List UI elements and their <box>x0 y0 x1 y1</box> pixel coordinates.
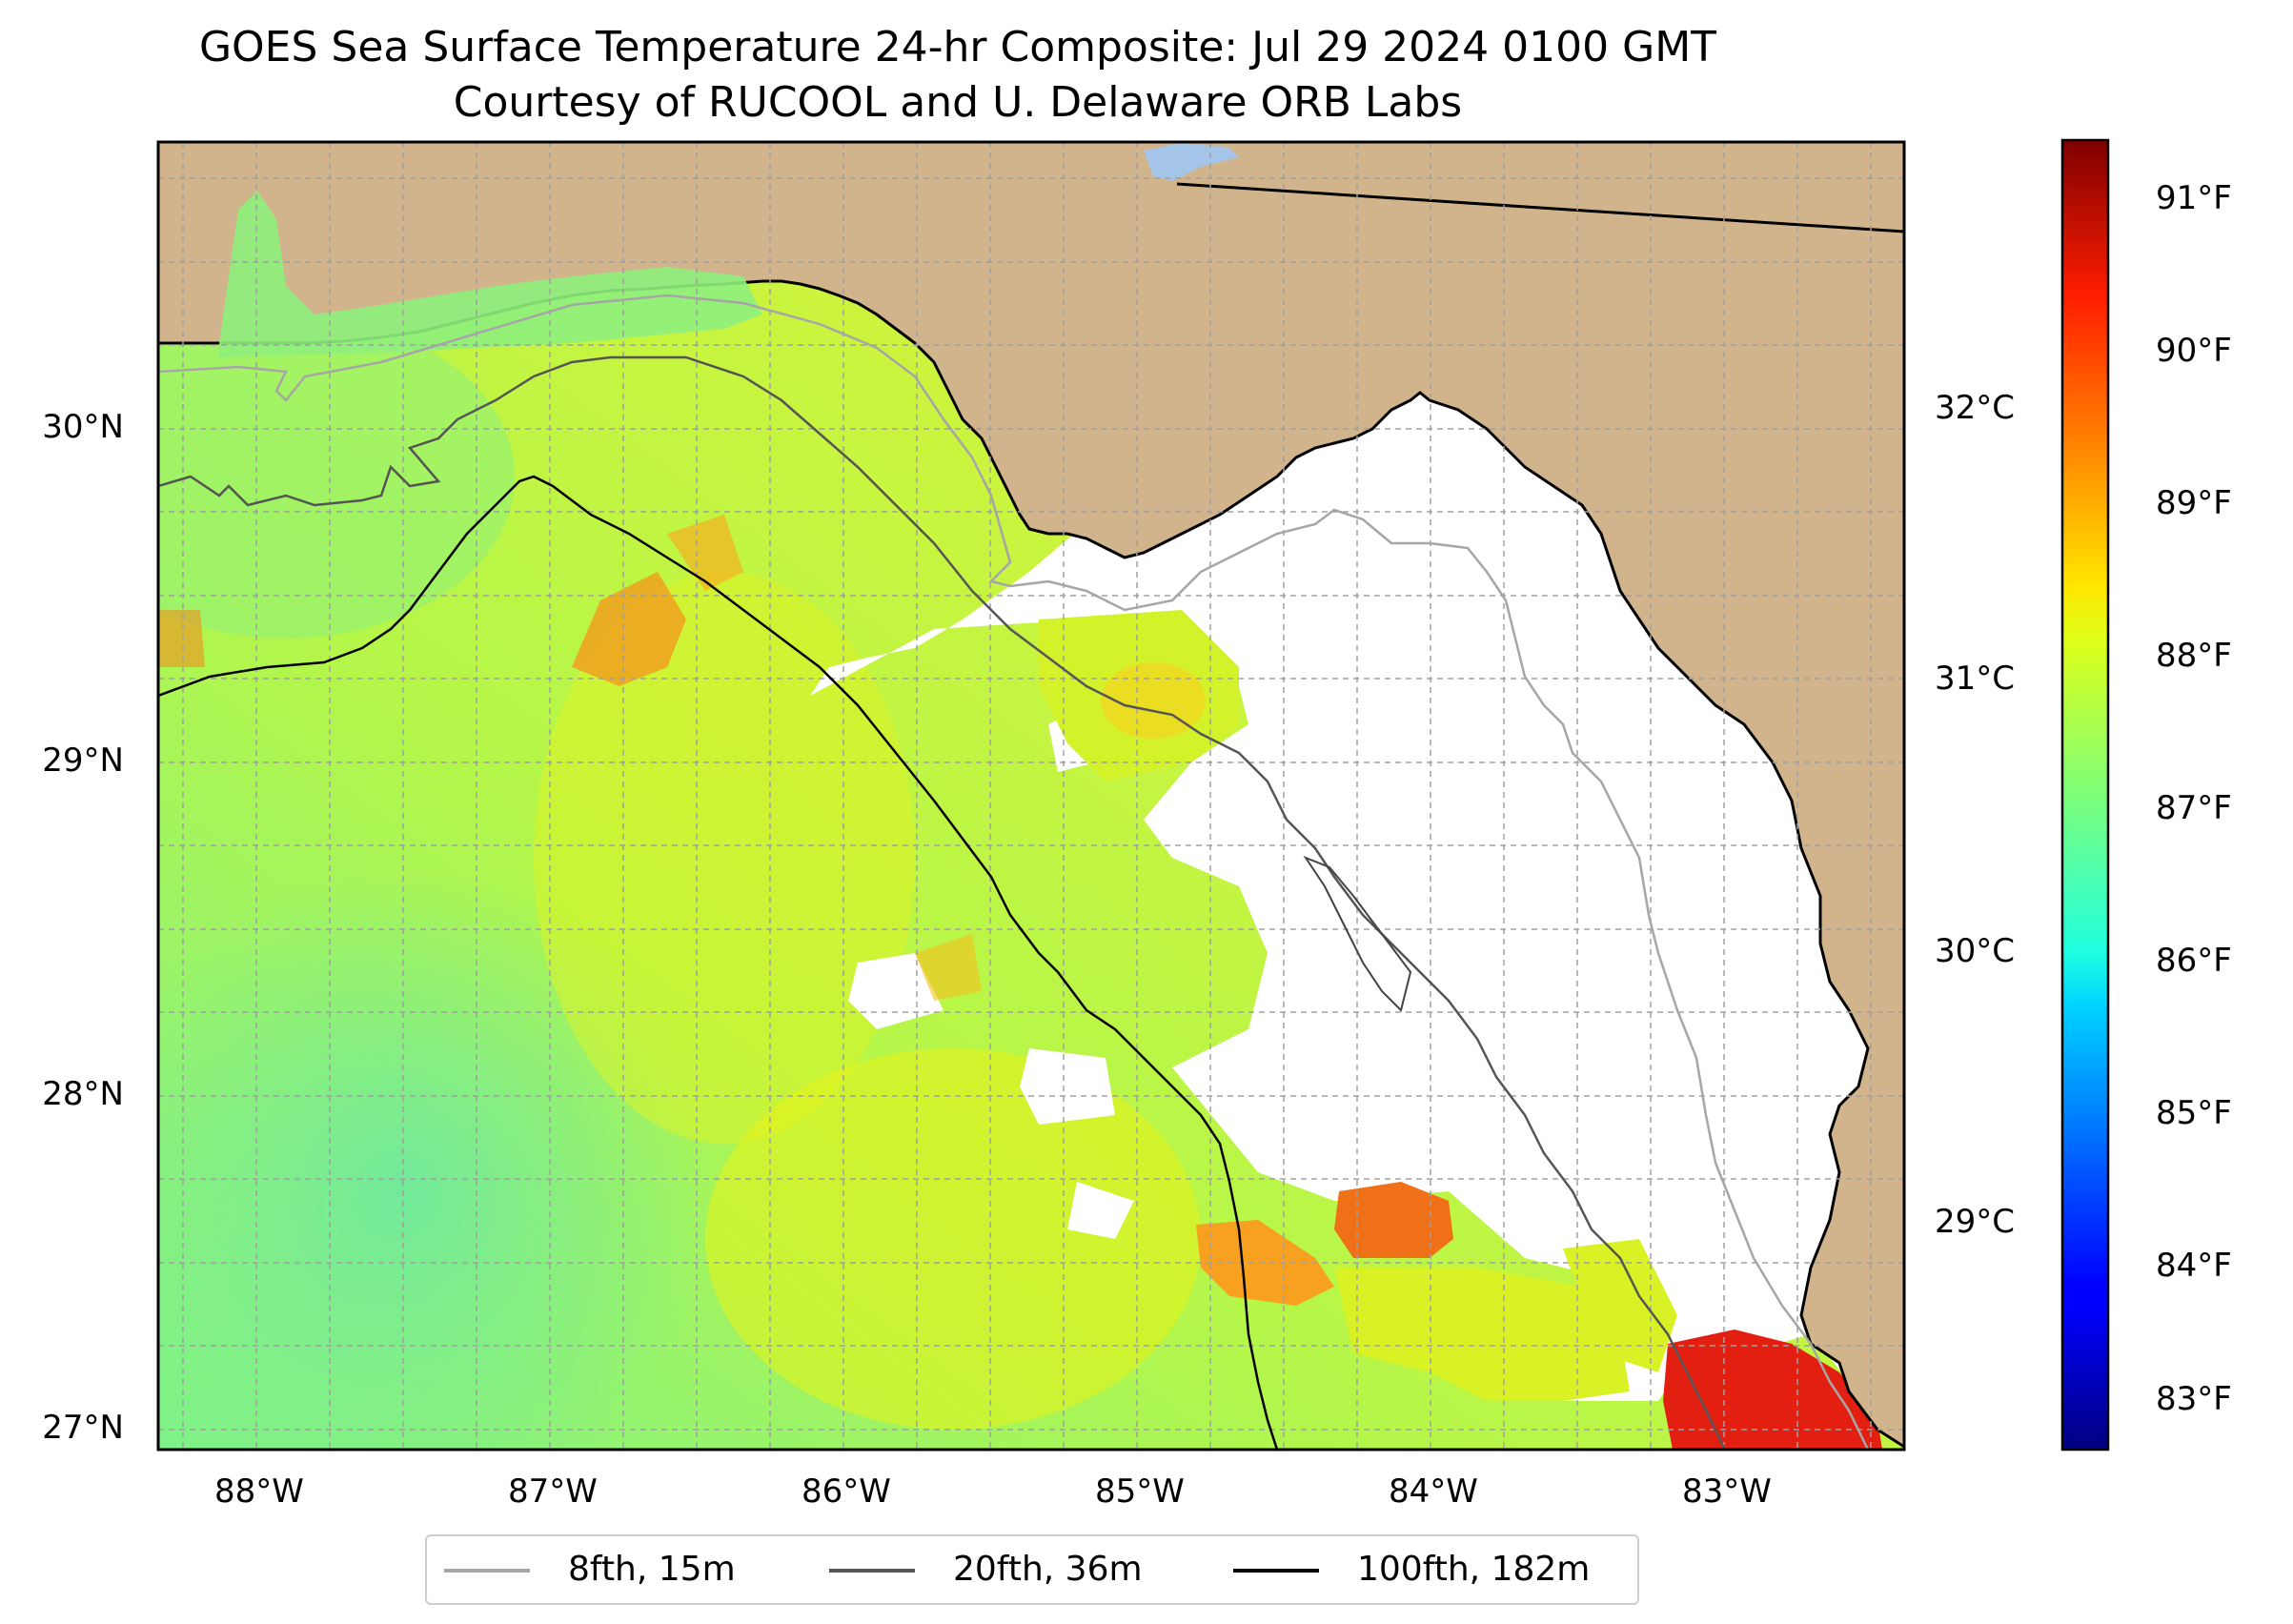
isobath-100fth <box>158 475 1279 1450</box>
lat-label: 27°N <box>42 1409 124 1447</box>
legend-label: 8fth, 15m <box>568 1550 736 1589</box>
colorbar-f-label: 87°F <box>2156 789 2232 827</box>
sst-patch <box>1334 1268 1630 1401</box>
warm-spot <box>667 515 743 591</box>
map-subtitle: Courtesy of RUCOOL and U. Delaware ORB L… <box>453 78 1463 127</box>
lon-label: 84°W <box>1389 1472 1478 1511</box>
hot-spot <box>1196 1220 1334 1306</box>
lon-label: 88°W <box>214 1472 304 1511</box>
cool-nearshore-region <box>158 315 515 639</box>
lat-label: 28°N <box>42 1075 124 1113</box>
warm-spot <box>915 934 982 1001</box>
colorbar-c-label: 30°C <box>1934 932 2015 970</box>
colorbar <box>2060 138 2110 1451</box>
warm-spot <box>572 572 686 686</box>
no-data-patch <box>1067 1182 1134 1239</box>
colorbar-c-label: 32°C <box>1934 389 2015 427</box>
colorbar-f-label: 88°F <box>2156 637 2232 675</box>
isobath-20fth <box>158 355 1727 1450</box>
colorbar-f-label: 91°F <box>2156 179 2232 217</box>
state-border <box>1176 182 1904 233</box>
lat-label: 29°N <box>42 741 124 780</box>
map-title: GOES Sea Surface Temperature 24-hr Compo… <box>198 23 1717 71</box>
plot-frame <box>156 140 1906 1451</box>
colorbar-f-label: 86°F <box>2156 942 2232 980</box>
legend-label: 100fth, 182m <box>1357 1550 1591 1589</box>
legend-line-20fth <box>829 1569 915 1573</box>
gridlines <box>158 142 1904 1450</box>
isobath-8fth <box>158 294 1870 1450</box>
sst-field <box>158 142 1904 1450</box>
hot-spot <box>1334 1182 1453 1258</box>
hotter-spot <box>1663 1330 1882 1450</box>
legend-line-8fth <box>444 1569 530 1573</box>
colorbar-f-label: 90°F <box>2156 332 2232 370</box>
legend-label: 20fth, 36m <box>953 1550 1143 1589</box>
lon-label: 86°W <box>802 1472 891 1511</box>
colorbar-c-label: 31°C <box>1934 660 2015 698</box>
isobath-bay-outline <box>1303 855 1412 1012</box>
lat-label: 30°N <box>42 408 124 446</box>
colorbar-f-label: 84°F <box>2156 1247 2232 1285</box>
colorbar-f-label: 85°F <box>2156 1094 2232 1132</box>
warm-water-region <box>534 572 915 1144</box>
legend: 8fth, 15m 20fth, 36m 100fth, 182m <box>425 1534 1639 1605</box>
cool-water-region <box>158 867 715 1450</box>
no-data-patch <box>1020 1048 1115 1125</box>
sst-patch <box>1563 1239 1677 1372</box>
warm-water-region-south <box>705 1048 1201 1430</box>
colorbar-f-label: 83°F <box>2156 1380 2232 1418</box>
colorbar-f-label: 89°F <box>2156 484 2232 522</box>
lake <box>1144 143 1239 181</box>
lon-label: 87°W <box>508 1472 598 1511</box>
nearshore-sst <box>219 191 762 357</box>
warm-spot <box>158 610 205 667</box>
no-data-patch <box>848 953 944 1029</box>
legend-line-100fth <box>1233 1569 1319 1573</box>
lon-label: 83°W <box>1682 1472 1772 1511</box>
lon-label: 85°W <box>1095 1472 1185 1511</box>
colorbar-c-label: 29°C <box>1934 1203 2015 1241</box>
